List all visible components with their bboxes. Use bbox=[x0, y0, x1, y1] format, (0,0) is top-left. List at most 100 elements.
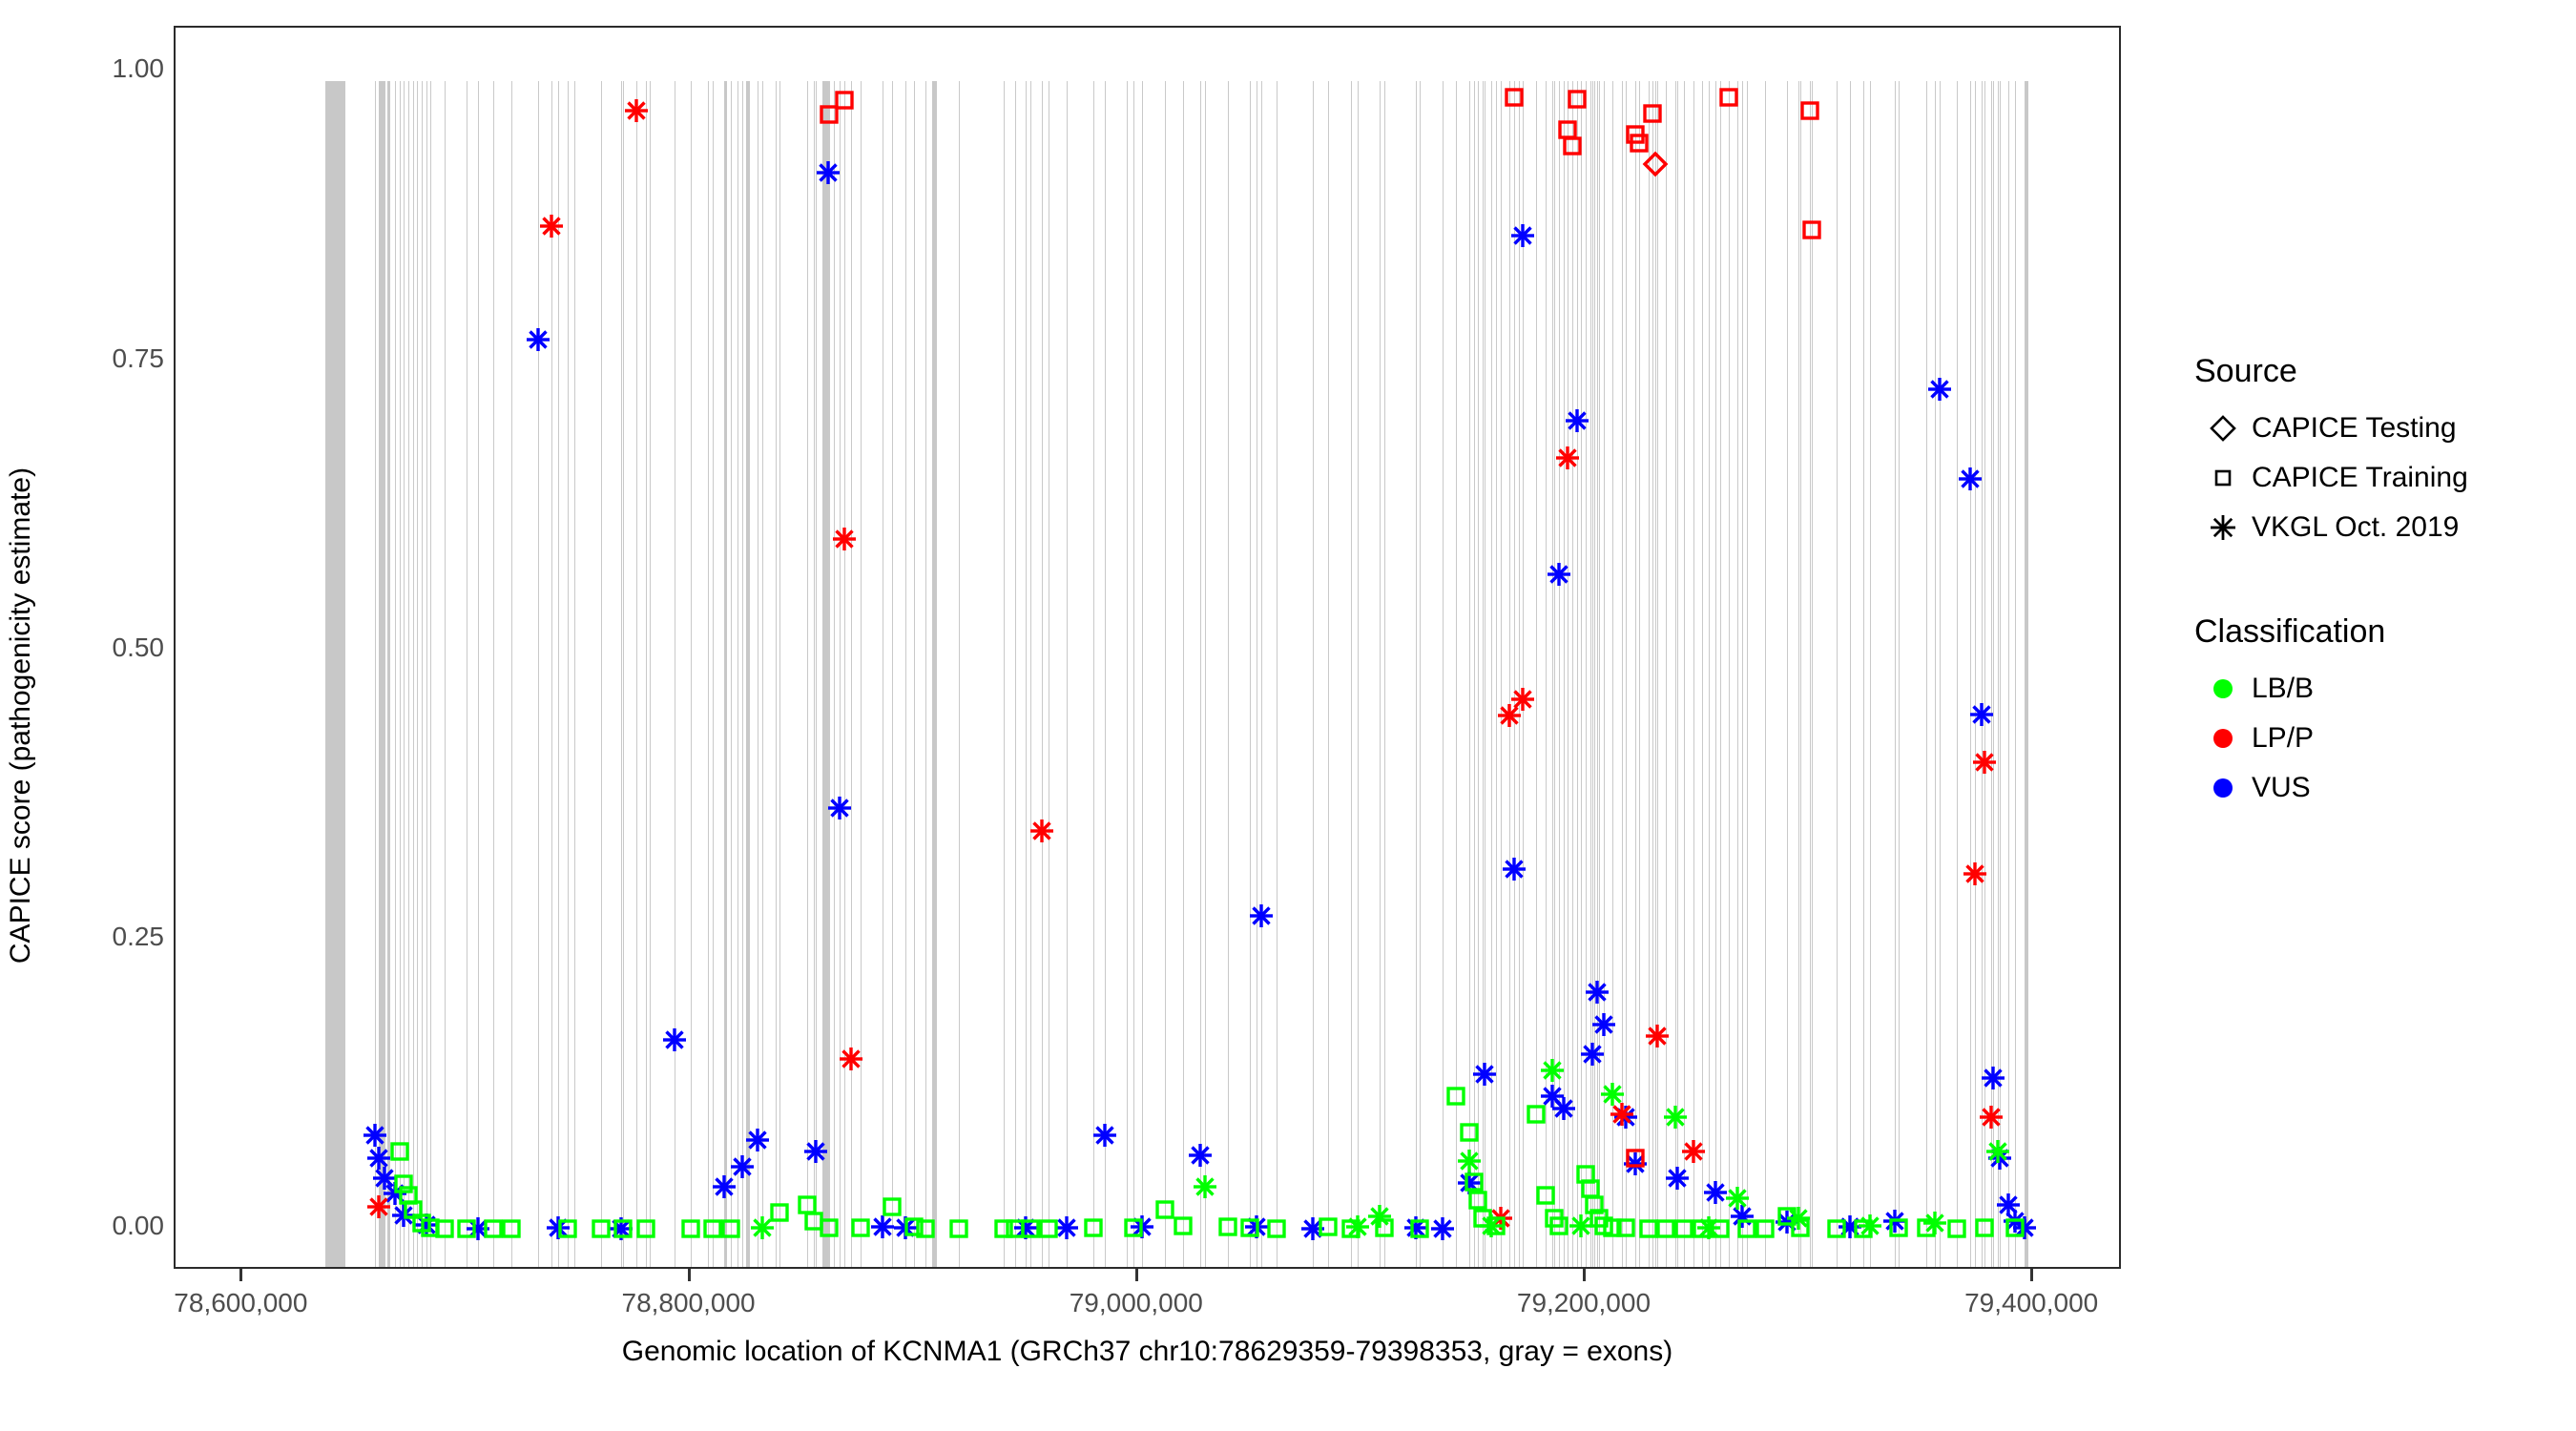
data-point bbox=[1052, 1213, 1081, 1242]
data-point bbox=[388, 1140, 411, 1163]
data-point bbox=[1691, 1217, 1714, 1240]
x-tick-mark bbox=[687, 1269, 691, 1281]
data-point bbox=[830, 525, 859, 553]
data-point bbox=[1470, 1060, 1499, 1089]
data-point bbox=[500, 1217, 523, 1240]
data-point bbox=[1428, 1214, 1457, 1243]
data-point bbox=[1679, 1137, 1708, 1166]
variant-gridline bbox=[1870, 81, 1871, 1267]
data-point bbox=[1654, 1217, 1677, 1240]
variant-gridline bbox=[1709, 81, 1710, 1267]
y-tick-label: 1.00 bbox=[112, 53, 165, 84]
exon-gridline bbox=[1127, 81, 1129, 1267]
legend-item-label: CAPICE Training bbox=[2252, 462, 2468, 493]
data-point bbox=[992, 1217, 1015, 1240]
variant-gridline bbox=[1742, 81, 1743, 1267]
variant-gridline bbox=[601, 81, 602, 1267]
exon-band bbox=[2024, 81, 2029, 1267]
data-point bbox=[392, 1172, 415, 1195]
variant-gridline bbox=[713, 81, 714, 1267]
variant-gridline bbox=[1612, 81, 1613, 1267]
legend-item-source[interactable]: CAPICE Training bbox=[2194, 453, 2566, 503]
variant-gridline bbox=[478, 81, 479, 1267]
data-point bbox=[1624, 123, 1647, 146]
exon-band bbox=[379, 81, 385, 1267]
x-tick-mark bbox=[2030, 1269, 2034, 1281]
data-point bbox=[881, 1195, 904, 1218]
legend-group-classification: LB/B LP/P VUS bbox=[2194, 664, 2566, 813]
variant-gridline bbox=[925, 81, 926, 1267]
variant-gridline bbox=[1277, 81, 1278, 1267]
exon-band bbox=[723, 81, 728, 1267]
circle-filled-icon bbox=[2194, 664, 2252, 714]
variant-gridline bbox=[1572, 81, 1573, 1267]
data-point bbox=[719, 1217, 742, 1240]
exon-gridline bbox=[775, 81, 777, 1267]
variant-gridline bbox=[1635, 81, 1636, 1267]
y-tick-label: 0.00 bbox=[112, 1210, 165, 1240]
exon-gridline bbox=[417, 81, 419, 1267]
exon-band bbox=[931, 81, 937, 1267]
variant-gridline bbox=[1991, 81, 1992, 1267]
data-point bbox=[1408, 1217, 1431, 1240]
data-point bbox=[825, 794, 854, 822]
legend-item-classification[interactable]: LB/B bbox=[2194, 664, 2566, 714]
legend-spacer bbox=[2194, 552, 2566, 613]
variant-gridline bbox=[840, 81, 841, 1267]
exon-band bbox=[821, 81, 831, 1267]
variant-gridline bbox=[568, 81, 569, 1267]
data-point bbox=[660, 1026, 689, 1054]
data-point bbox=[590, 1217, 613, 1240]
variant-gridline bbox=[1483, 81, 1484, 1267]
variant-gridline bbox=[816, 81, 817, 1267]
variant-gridline bbox=[400, 81, 401, 1267]
data-point bbox=[818, 103, 841, 126]
data-point bbox=[1567, 1212, 1595, 1240]
legend-item-label: VKGL Oct. 2019 bbox=[2252, 511, 2460, 543]
variant-gridline bbox=[1737, 81, 1738, 1267]
data-point bbox=[1598, 1080, 1627, 1109]
data-point bbox=[1789, 1216, 1812, 1239]
variant-gridline bbox=[1693, 81, 1694, 1267]
legend-item-classification[interactable]: LP/P bbox=[2194, 714, 2566, 763]
data-point bbox=[1037, 1217, 1060, 1240]
data-point bbox=[1091, 1121, 1119, 1150]
x-axis-title: Genomic location of KCNMA1 (GRCh37 chr10… bbox=[621, 1336, 1673, 1367]
variant-gridline bbox=[1416, 81, 1417, 1267]
variant-gridline bbox=[1597, 81, 1598, 1267]
legend-title-classification: Classification bbox=[2194, 613, 2386, 650]
data-point bbox=[1172, 1214, 1195, 1237]
variant-gridline bbox=[1523, 81, 1524, 1267]
variant-gridline bbox=[1594, 81, 1595, 1267]
variant-gridline bbox=[1496, 81, 1497, 1267]
data-point bbox=[1984, 1137, 2012, 1166]
legend-item-classification[interactable]: VUS bbox=[2194, 763, 2566, 813]
variant-gridline bbox=[1546, 81, 1547, 1267]
variant-gridline bbox=[724, 81, 725, 1267]
data-point bbox=[748, 1213, 777, 1242]
legend-item-label: CAPICE Testing bbox=[2252, 412, 2457, 444]
variant-gridline bbox=[1358, 81, 1359, 1267]
variant-gridline bbox=[1747, 81, 1748, 1267]
data-point bbox=[833, 89, 856, 112]
legend-item-label: LP/P bbox=[2252, 722, 2315, 754]
data-point bbox=[370, 1164, 399, 1192]
asterisk-icon bbox=[2194, 503, 2252, 552]
data-point bbox=[1608, 1100, 1636, 1129]
variant-gridline bbox=[1200, 81, 1201, 1267]
data-point bbox=[1970, 748, 1999, 777]
exon-gridline bbox=[1518, 81, 1520, 1267]
variant-gridline bbox=[1899, 81, 1900, 1267]
legend-item-source[interactable]: VKGL Oct. 2019 bbox=[2194, 503, 2566, 552]
variant-gridline bbox=[1501, 81, 1502, 1267]
data-point bbox=[1458, 1121, 1481, 1144]
data-point bbox=[1977, 1103, 2005, 1131]
variant-gridline bbox=[851, 81, 852, 1267]
variant-gridline bbox=[1720, 81, 1721, 1267]
variant-gridline bbox=[404, 81, 405, 1267]
legend-item-source[interactable]: CAPICE Testing bbox=[2194, 404, 2566, 453]
data-point bbox=[1495, 701, 1524, 730]
data-point bbox=[1642, 151, 1669, 177]
variant-gridline bbox=[445, 81, 446, 1267]
variant-gridline bbox=[511, 81, 512, 1267]
